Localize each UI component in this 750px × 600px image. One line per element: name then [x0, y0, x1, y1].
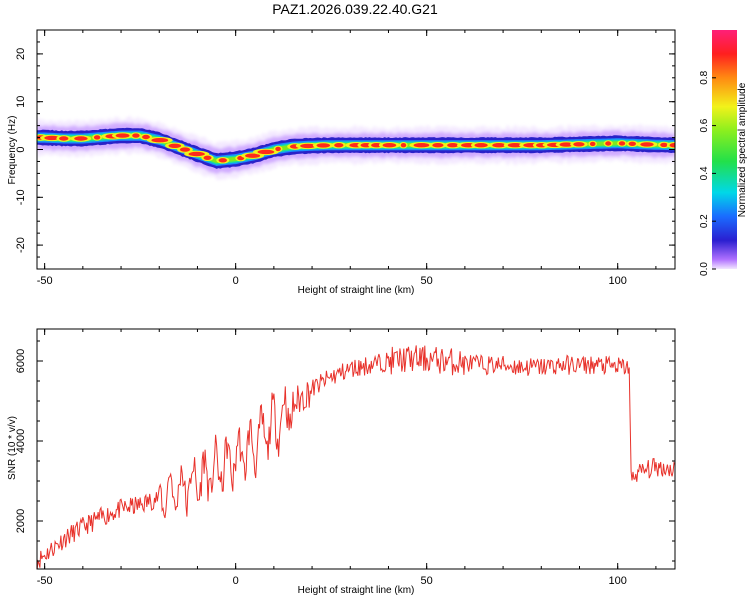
ridge-core-red [413, 143, 430, 148]
ridge-core-red [142, 134, 150, 140]
ridge-core-red [669, 143, 675, 148]
snr-x-ticks: -50 0 50 100 [37, 329, 657, 587]
ridge-core-red [245, 153, 261, 158]
ridge-core-red [432, 143, 444, 148]
ridge-core-red [257, 149, 275, 155]
colorbar-tick-label: 0.6 [699, 118, 710, 132]
ridge-core-red [179, 147, 191, 152]
ridge-core-red [334, 143, 344, 148]
spectrogram-y-tick-label: 0 [15, 146, 27, 152]
spectrogram-panel: -50 0 50 100 -20 -10 0 10 20 Height of straight… [7, 29, 676, 296]
ridge-core-red [300, 143, 316, 149]
spectrogram-x-tick-label: 50 [421, 275, 433, 287]
ridge-core-red [371, 143, 382, 148]
colorbar-ticks: 0.0 0.2 0.4 0.6 0.8 [699, 70, 716, 276]
ridge-core-red [400, 143, 407, 148]
ridge-core-red [151, 138, 169, 143]
spectrogram-x-tick-label: -50 [37, 275, 53, 287]
ridge-core-red [447, 143, 459, 148]
ridge-core-red [44, 135, 60, 141]
snr-frame [36, 328, 676, 570]
spectrogram-y-tick-label: -20 [15, 237, 27, 253]
colorbar-tick-label: 0.0 [699, 262, 710, 276]
snr-y-tick-label: 2000 [15, 509, 27, 533]
ridge-core-red [382, 143, 397, 148]
colorbar-tick-label: 0.4 [699, 166, 710, 180]
snr-x-tick-label: -50 [37, 575, 53, 587]
ridge-core-red [628, 141, 636, 146]
colorbar-tick-label: 0.8 [699, 70, 710, 84]
ridge-core-red [218, 158, 227, 163]
snr-y-tick-label: 6000 [15, 349, 27, 373]
snr-x-tick-label: 100 [609, 575, 627, 587]
snr-y-ticks: 2000 4000 6000 [15, 340, 675, 562]
ridge-core-red [132, 133, 140, 138]
ridge-core-red [316, 143, 331, 148]
ridge-core-red [573, 142, 585, 147]
ridge-core-red [115, 133, 130, 138]
snr-series-line [37, 345, 675, 569]
ridge-core-red [93, 135, 101, 140]
colorbar-tick-label: 0.2 [699, 214, 710, 228]
snr-panel: -50 0 50 100 2000 4000 6000 Height of straigh… [7, 328, 676, 596]
spectrogram-x-tick-label: 100 [609, 275, 627, 287]
ridge-core-red [589, 141, 596, 147]
colorbar: 0.0 0.2 0.4 0.6 0.8 Normalized spectral ampl… [699, 30, 748, 276]
spectrogram-x-ticks: -50 0 50 100 [37, 30, 657, 287]
snr-x-axis-label: Height of straight line (km) [298, 585, 415, 596]
spectrogram-y-axis-label: Frequency (Hz) [7, 116, 18, 185]
ridge-core-red [474, 143, 488, 148]
ridge-core-red [492, 143, 506, 148]
snr-x-tick-label: 50 [421, 575, 433, 587]
snr-y-axis-label: SNR (10 * v/v) [7, 416, 18, 480]
snr-x-tick-label: 0 [233, 575, 239, 587]
spectrogram-y-tick-label: 20 [15, 48, 27, 60]
ridge-core-red [59, 136, 69, 141]
ridge-core-red [618, 141, 626, 146]
ridge-core-red [640, 142, 654, 147]
snr-y-tick-label: 4000 [15, 429, 27, 453]
ridge-core-red [605, 141, 612, 146]
spectrogram-y-ticks: -20 -10 0 10 20 [15, 29, 675, 270]
ridge-core-red [559, 142, 574, 147]
figure-title: PAZ1.2026.039.22.40.G21 [272, 1, 438, 17]
spectrogram-y-tick-label: -10 [15, 189, 27, 205]
colorbar-label: Normalized spectral amplitude [737, 82, 748, 217]
colorbar-strip [712, 30, 737, 269]
ridge-core-red [188, 151, 205, 157]
ridge-core-red [660, 142, 668, 148]
ridge-core-red [74, 136, 88, 141]
spectrogram-x-tick-label: 0 [233, 275, 239, 287]
spectrogram-blobs [37, 132, 675, 164]
spectrogram-x-axis-label: Height of straight line (km) [298, 285, 415, 296]
spectrogram-y-tick-label: 10 [15, 96, 27, 108]
ridge-core-red [168, 143, 182, 148]
ridge-core-red [203, 155, 212, 160]
ridge-core-red [275, 146, 281, 152]
ridge-core-red [507, 143, 523, 148]
